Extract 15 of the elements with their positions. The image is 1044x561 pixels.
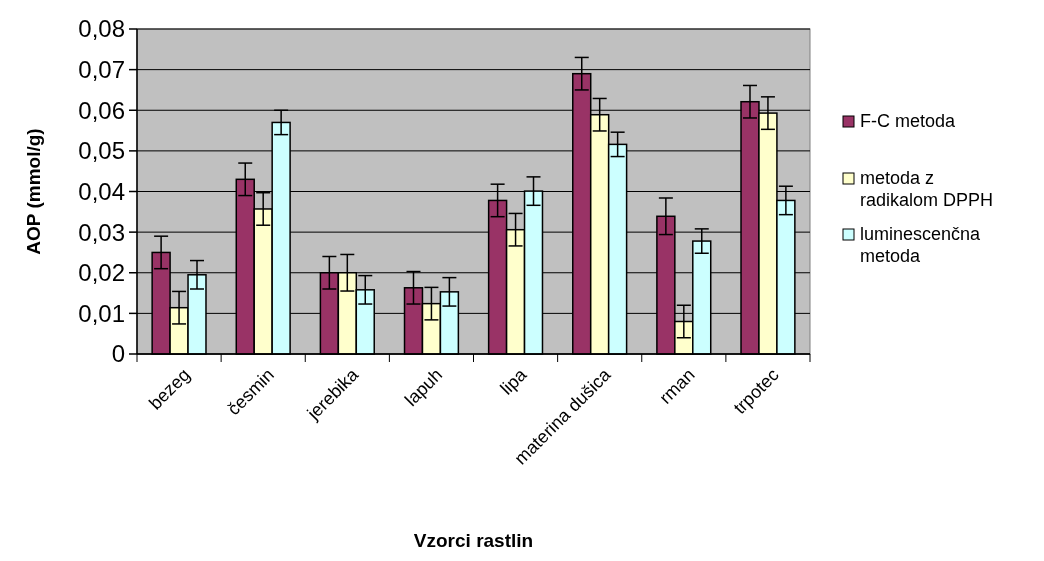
- y-tick-label: 0,01: [78, 299, 125, 327]
- y-tick-label: 0,05: [78, 137, 125, 165]
- legend-label: F-C metoda: [860, 111, 957, 131]
- legend-label: metoda z radikalom DPPH: [860, 168, 994, 210]
- y-tick-label: 0,08: [78, 15, 125, 43]
- y-tick-label: 0,06: [78, 96, 125, 124]
- x-tick-label: lipa: [496, 364, 532, 399]
- x-axis-title: Vzorci rastlin: [413, 530, 534, 551]
- y-tick-label: 0,03: [78, 218, 125, 246]
- y-tick-label: 0,02: [78, 259, 125, 287]
- legend-label: luminescenčna metoda: [860, 224, 982, 266]
- y-tick-label: 0: [111, 340, 125, 368]
- y-tick-label: 0,04: [78, 177, 125, 205]
- y-axis-title: AOP (mmol/g): [23, 128, 44, 255]
- y-tick-label: 0,07: [78, 56, 125, 84]
